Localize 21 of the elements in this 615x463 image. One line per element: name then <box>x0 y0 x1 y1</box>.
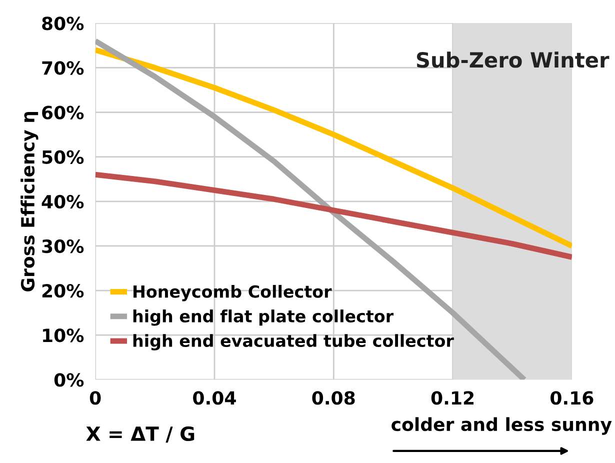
y-tick-label: 50% <box>42 150 84 164</box>
legend-label: high end flat plate collector <box>133 310 394 326</box>
y-tick-label: 10% <box>43 328 84 342</box>
x-tick-label: 0.08 <box>312 391 355 405</box>
y-tick-label: 20% <box>42 284 84 298</box>
y-tick-label: 0% <box>54 373 84 387</box>
text: colder and less sunny <box>392 417 612 435</box>
y-axis-title: Gross Efficiency η <box>20 112 38 292</box>
legend-label: high end evacuated tube collector <box>133 334 454 350</box>
y-tick-label: 40% <box>42 194 84 209</box>
x-tick-label: 0 <box>90 391 101 405</box>
legend-label: Honeycomb Collector <box>134 284 332 302</box>
x-tick-label: 0.16 <box>550 391 594 405</box>
x-tick-label: 0.04 <box>193 391 236 405</box>
y-tick-label: 30% <box>42 239 84 254</box>
y-tick-label: 70% <box>42 61 84 75</box>
x-tick-label: 0.12 <box>431 391 474 405</box>
y-tick-label: 60% <box>42 106 84 120</box>
band-label: Sub-Zero Winter <box>416 52 610 68</box>
y-tick-label: 80% <box>42 16 84 30</box>
x-axis-title: X = ΔT / G <box>86 426 194 443</box>
